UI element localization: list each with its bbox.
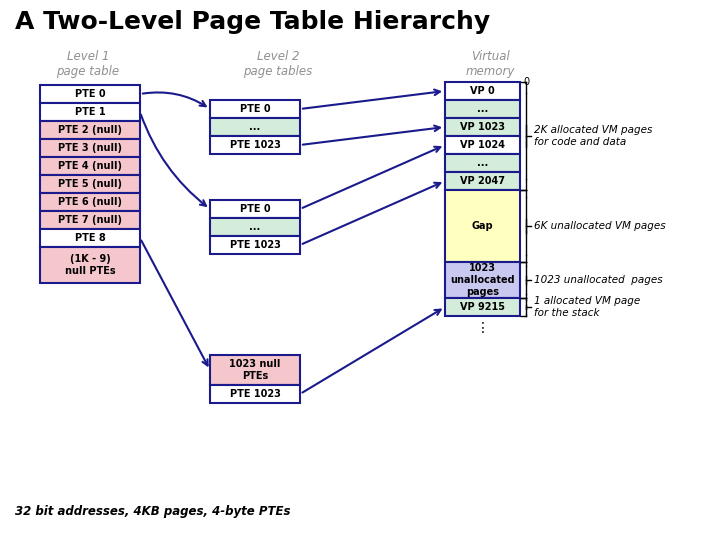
FancyBboxPatch shape [445,82,520,100]
FancyBboxPatch shape [210,136,300,154]
FancyBboxPatch shape [40,85,140,103]
Text: PTE 0: PTE 0 [240,204,270,214]
Text: ...: ... [477,104,488,114]
FancyBboxPatch shape [210,118,300,136]
FancyBboxPatch shape [445,262,520,298]
FancyBboxPatch shape [40,247,140,283]
Text: PTE 5 (null): PTE 5 (null) [58,179,122,189]
Text: PTE 1023: PTE 1023 [230,140,280,150]
Text: Level 1
page table: Level 1 page table [56,50,120,78]
Text: PTE 4 (null): PTE 4 (null) [58,161,122,171]
FancyBboxPatch shape [40,193,140,211]
Text: PTE 0: PTE 0 [75,89,105,99]
Text: PTE 7 (null): PTE 7 (null) [58,215,122,225]
FancyBboxPatch shape [40,103,140,121]
Text: PTE 8: PTE 8 [75,233,105,243]
Text: PTE 3 (null): PTE 3 (null) [58,143,122,153]
FancyBboxPatch shape [40,121,140,139]
FancyBboxPatch shape [210,355,300,385]
FancyBboxPatch shape [40,211,140,229]
Text: 1023
unallocated
pages: 1023 unallocated pages [450,264,515,296]
Text: 0: 0 [523,77,529,87]
Text: (1K - 9)
null PTEs: (1K - 9) null PTEs [65,254,115,276]
FancyBboxPatch shape [210,218,300,236]
Text: ⋮: ⋮ [476,321,490,335]
FancyBboxPatch shape [40,157,140,175]
Text: 2K allocated VM pages
for code and data: 2K allocated VM pages for code and data [534,125,652,147]
Text: 6K unallocated VM pages: 6K unallocated VM pages [534,221,665,231]
FancyBboxPatch shape [40,175,140,193]
FancyBboxPatch shape [445,154,520,172]
Text: ...: ... [249,222,261,232]
Text: PTE 1023: PTE 1023 [230,389,280,399]
FancyBboxPatch shape [210,100,300,118]
Text: ...: ... [477,158,488,168]
Text: VP 0: VP 0 [470,86,495,96]
FancyBboxPatch shape [445,136,520,154]
Text: PTE 1: PTE 1 [75,107,105,117]
FancyBboxPatch shape [445,190,520,262]
Text: PTE 1023: PTE 1023 [230,240,280,250]
Text: Virtual
memory: Virtual memory [465,50,515,78]
Text: VP 9215: VP 9215 [460,302,505,312]
FancyBboxPatch shape [210,236,300,254]
Text: 1 allocated VM page
for the stack: 1 allocated VM page for the stack [534,296,640,318]
Text: Level 2
page tables: Level 2 page tables [243,50,312,78]
FancyBboxPatch shape [445,298,520,316]
FancyBboxPatch shape [445,100,520,118]
FancyBboxPatch shape [210,385,300,403]
FancyBboxPatch shape [40,229,140,247]
Text: PTE 6 (null): PTE 6 (null) [58,197,122,207]
Text: 32 bit addresses, 4KB pages, 4-byte PTEs: 32 bit addresses, 4KB pages, 4-byte PTEs [15,505,290,518]
FancyBboxPatch shape [40,139,140,157]
FancyBboxPatch shape [445,118,520,136]
Text: PTE 2 (null): PTE 2 (null) [58,125,122,135]
Text: VP 2047: VP 2047 [460,176,505,186]
Text: 1023 null
PTEs: 1023 null PTEs [229,359,281,381]
Text: VP 1023: VP 1023 [460,122,505,132]
FancyBboxPatch shape [210,200,300,218]
Text: VP 1024: VP 1024 [460,140,505,150]
FancyBboxPatch shape [445,172,520,190]
Text: ...: ... [249,122,261,132]
Text: PTE 0: PTE 0 [240,104,270,114]
Text: 1023 unallocated  pages: 1023 unallocated pages [534,275,662,285]
Text: Gap: Gap [472,221,493,231]
Text: A Two-Level Page Table Hierarchy: A Two-Level Page Table Hierarchy [15,10,490,34]
